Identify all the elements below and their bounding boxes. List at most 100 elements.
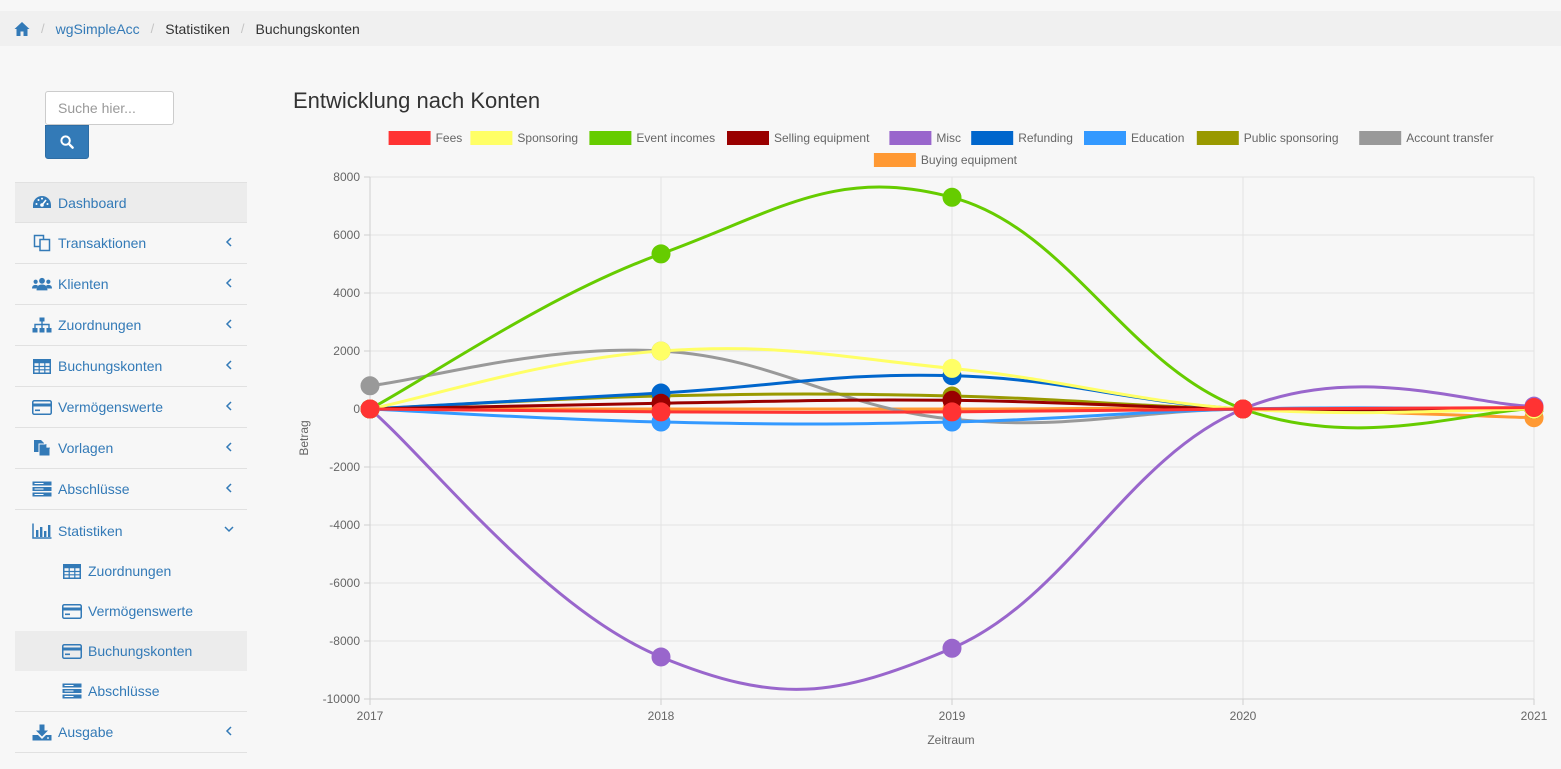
- submenu-item-label: Zuordnungen: [88, 563, 172, 579]
- credit-card-icon: [62, 642, 82, 660]
- data-point: [651, 402, 671, 422]
- sidebar-item-label: Buchungskonten: [58, 358, 163, 374]
- sidebar-item-abschluesse[interactable]: Abschlüsse: [15, 469, 247, 510]
- legend-label: Education: [1131, 131, 1184, 145]
- legend-label: Selling equipment: [774, 131, 870, 145]
- file-icon: [32, 439, 52, 457]
- x-tick-label: 2018: [648, 709, 675, 723]
- sidebar-item-label: Vermögenswerte: [58, 399, 164, 415]
- chevron-left-icon: [225, 483, 232, 493]
- submenu-item-label: Abschlüsse: [88, 683, 160, 699]
- line-chart: 8000 6000 4000 2000 0 -2000 -4000 -6000 -8000 -10…: [297, 131, 1548, 747]
- legend-swatch: [1359, 131, 1402, 145]
- legend-label: Account transfer: [1406, 131, 1493, 145]
- legend-label: Fees: [436, 131, 463, 145]
- search-input[interactable]: [45, 91, 174, 125]
- sidebar-item-transaktionen[interactable]: Transaktionen: [15, 223, 247, 264]
- statistiken-submenu: Zuordnungen Vermögenswerte Buchungskonte…: [15, 551, 247, 712]
- data-point: [942, 402, 962, 422]
- submenu-item-zuordnungen[interactable]: Zuordnungen: [15, 551, 247, 591]
- sitemap-icon: [32, 316, 52, 334]
- sidebar-item-label: Statistiken: [58, 522, 123, 539]
- submenu-item-buchungskonten[interactable]: Buchungskonten: [15, 631, 247, 671]
- chart-grid: [369, 176, 1535, 700]
- x-tick-label: 2017: [357, 709, 384, 723]
- chevron-left-icon: [225, 726, 232, 736]
- chevron-left-icon: [225, 319, 232, 329]
- table-icon: [32, 357, 52, 375]
- chevron-down-icon: [224, 526, 234, 533]
- table-icon: [62, 562, 82, 580]
- sidebar-item-ausgabe[interactable]: Ausgabe: [15, 712, 247, 753]
- sidebar-item-label: Klienten: [58, 276, 109, 292]
- legend-swatch: [971, 131, 1014, 145]
- y-axis-label: Betrag: [297, 420, 311, 455]
- search-button[interactable]: [45, 125, 89, 159]
- users-icon: [32, 275, 52, 293]
- chevron-left-icon: [225, 442, 232, 452]
- chart-axes: 8000 6000 4000 2000 0 -2000 -4000 -6000 -8000 -10…: [323, 170, 1548, 723]
- y-tick-label: -10000: [323, 692, 361, 706]
- chevron-left-icon: [225, 360, 232, 370]
- breadcrumb-link-app[interactable]: wgSimpleAcc: [55, 20, 140, 37]
- x-tick-label: 2020: [1230, 709, 1257, 723]
- legend-swatch: [470, 131, 513, 145]
- credit-card-icon: [32, 398, 52, 416]
- breadcrumb-item-statistiken: Statistiken: [165, 20, 230, 37]
- sidebar-item-vorlagen[interactable]: Vorlagen: [15, 428, 247, 469]
- submenu-item-abschluesse[interactable]: Abschlüsse: [15, 671, 247, 711]
- download-icon: [32, 723, 52, 741]
- sidebar-item-klienten[interactable]: Klienten: [15, 264, 247, 305]
- legend-swatch: [889, 131, 932, 145]
- breadcrumb-separator: /: [240, 21, 245, 36]
- sidebar-item-dashboard[interactable]: Dashboard: [15, 182, 247, 223]
- data-point: [1524, 398, 1544, 418]
- chevron-left-icon: [225, 278, 232, 288]
- search-icon: [60, 135, 74, 149]
- chart-series: [360, 185, 1544, 691]
- submenu-item-vermoegenswerte[interactable]: Vermögenswerte: [15, 591, 247, 631]
- sidebar-item-buchungskonten[interactable]: Buchungskonten: [15, 346, 247, 387]
- legend-label: Event incomes: [636, 131, 715, 145]
- chevron-left-icon: [225, 401, 232, 411]
- data-point: [942, 187, 962, 207]
- data-point: [651, 341, 671, 361]
- data-point: [942, 638, 962, 658]
- data-point: [942, 358, 962, 378]
- sidebar-item-label: Ausgabe: [58, 724, 114, 740]
- legend-swatch: [1196, 131, 1239, 145]
- data-point: [651, 647, 671, 667]
- sidebar-item-label: Dashboard: [58, 194, 127, 211]
- sidebar-item-label: Transaktionen: [58, 235, 147, 251]
- y-tick-label: 6000: [333, 228, 360, 242]
- legend-swatch: [873, 153, 916, 167]
- copy-icon: [32, 234, 52, 252]
- credit-card-icon: [62, 602, 82, 620]
- data-point: [360, 399, 380, 419]
- breadcrumb-separator: /: [41, 21, 45, 36]
- dashboard-icon: [32, 194, 52, 212]
- legend-swatch: [589, 131, 632, 145]
- breadcrumb-separator: /: [150, 21, 155, 36]
- y-tick-label: -2000: [329, 460, 360, 474]
- y-tick-label: 8000: [333, 170, 360, 184]
- y-tick-label: 0: [353, 402, 360, 416]
- y-tick-label: -4000: [329, 518, 360, 532]
- x-axis-label: Zeitraum: [927, 733, 974, 747]
- y-tick-label: 4000: [333, 286, 360, 300]
- sidebar-item-vermoegenswerte[interactable]: Vermögenswerte: [15, 387, 247, 428]
- sidebar-item-zuordnungen[interactable]: Zuordnungen: [15, 305, 247, 346]
- legend-swatch: [727, 131, 769, 145]
- sidebar-item-statistiken[interactable]: Statistiken: [15, 510, 247, 551]
- x-tick-label: 2021: [1521, 709, 1548, 723]
- legend-label: Sponsoring: [517, 131, 578, 145]
- breadcrumb: / wgSimpleAcc / Statistiken / Buchungsko…: [0, 11, 1561, 46]
- home-icon[interactable]: [14, 21, 30, 37]
- data-point: [360, 376, 380, 396]
- chart-legend: Fees Sponsoring Event incomes Selling equip…: [388, 131, 1494, 167]
- page-title: Entwicklung nach Konten: [293, 88, 541, 113]
- legend-swatch: [388, 131, 431, 145]
- legend-label: Public sponsoring: [1244, 131, 1339, 145]
- legend-label: Buying equipment: [921, 153, 1018, 167]
- sidebar-item-label: Zuordnungen: [58, 317, 142, 333]
